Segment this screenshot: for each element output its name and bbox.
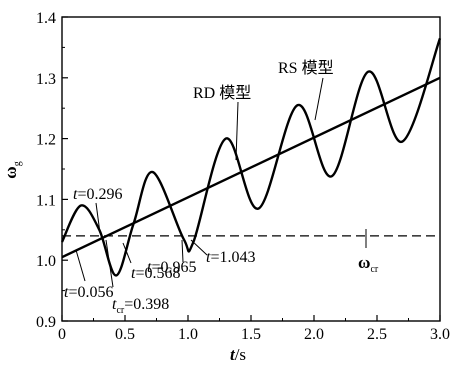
omega-cr-symbol: ω	[358, 253, 370, 272]
omega-cr-label: ωcr	[358, 253, 379, 275]
rs-model-label: RS 模型	[278, 59, 334, 77]
x-tick-label: 1.5	[241, 326, 261, 343]
leader-rd	[235, 101, 239, 161]
y-axis-ticks: 0.9 1.0 1.1 1.2 1.3 1.4	[36, 10, 68, 331]
annotation-t-cr-0398: tcr=0.398	[112, 296, 169, 316]
leader-t-0965	[181, 239, 184, 263]
x-axis-label: t/s	[230, 345, 246, 364]
leader-t-0568	[122, 242, 132, 264]
leader-t-1043	[190, 239, 208, 256]
y-tick-label: 1.4	[36, 10, 56, 27]
plot-frame	[61, 16, 441, 322]
x-tick-label: 2.5	[367, 326, 387, 343]
y-axis-label: ωg	[1, 161, 23, 178]
y-tick-label: 1.3	[36, 71, 56, 88]
annotation-t-1043: t=1.043	[206, 249, 255, 266]
x-tick-label: 2.0	[304, 326, 324, 343]
leader-t-cr-0398	[105, 239, 114, 288]
leader-t-0056	[75, 249, 86, 282]
y-tick-label: 1.2	[36, 132, 56, 149]
rd-model-line	[61, 76, 441, 259]
annotation-t-0296: t=0.296	[73, 186, 122, 203]
x-tick-label: 0	[58, 326, 66, 343]
x-tick-label: 0.5	[115, 326, 135, 343]
annotation-t-0965: t=0.965	[147, 259, 196, 276]
leader-rs	[314, 77, 324, 121]
y-tick-label: 1.0	[36, 253, 56, 270]
omega-cr-subscript: cr	[370, 264, 378, 275]
leader-t-0296	[95, 202, 101, 234]
rd-model-label: RD 模型	[193, 84, 251, 102]
y-tick-label: 1.1	[36, 192, 56, 209]
annotation-leaders	[75, 77, 367, 288]
rs-model-curve	[60, 37, 442, 277]
x-tick-label: 3.0	[430, 326, 450, 343]
annotation-t-0568: t=0.568	[131, 265, 180, 282]
x-axis-ticks: 0 0.5 1.0 1.5 2.0 2.5 3.0	[58, 315, 450, 343]
x-tick-label: 1.0	[178, 326, 198, 343]
y-tick-label: 0.9	[36, 314, 56, 331]
annotation-t-0056: t=0.056	[64, 284, 113, 301]
